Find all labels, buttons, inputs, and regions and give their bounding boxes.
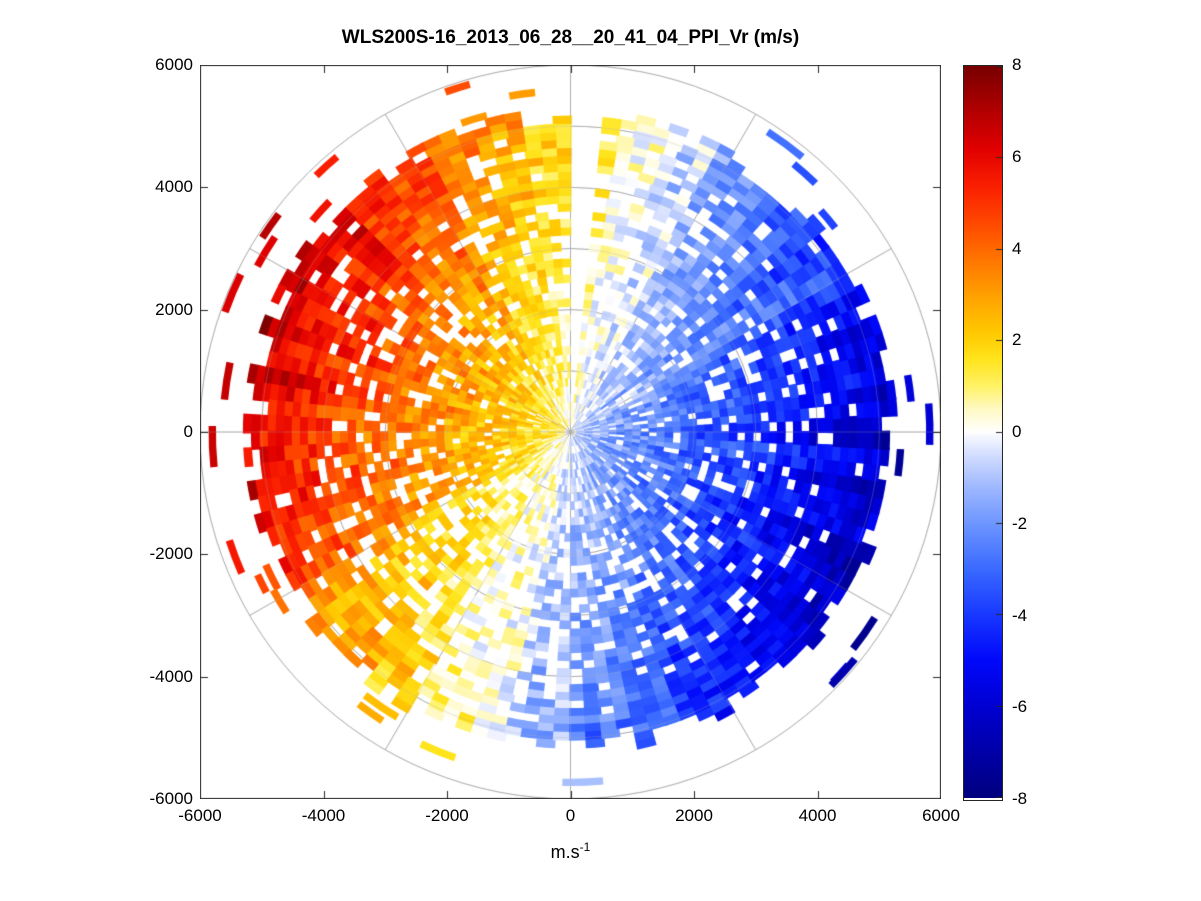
y-tick-label: 6000 xyxy=(155,55,193,74)
ppi-heatmap-canvas xyxy=(200,65,941,799)
y-tick-label: 2000 xyxy=(155,299,193,319)
y-tick-label: 0 xyxy=(183,422,193,441)
chart-title: WLS200S-16_2013_06_28__20_41_04_PPI_Vr (… xyxy=(341,27,800,48)
colorbar-tick-label: 8 xyxy=(1012,55,1022,74)
y-tick-label: -4000 xyxy=(149,666,193,686)
x-axis-label-exponent: -1 xyxy=(579,840,591,854)
colorbar-tick-label: -4 xyxy=(1012,605,1028,625)
x-tick-label: -4000 xyxy=(301,806,346,825)
x-tick-label: 2000 xyxy=(675,806,713,825)
x-tick-label: 4000 xyxy=(798,806,837,825)
x-tick-label: 6000 xyxy=(922,806,960,825)
colorbar-tick-label: -2 xyxy=(1012,513,1028,533)
x-axis-label: m.s-1 xyxy=(200,840,941,863)
y-tick-label: 4000 xyxy=(155,177,193,197)
colorbar-gradient-canvas xyxy=(964,66,1002,798)
x-tick-label: -2000 xyxy=(425,806,469,825)
colorbar-tick-label: 0 xyxy=(1012,422,1022,441)
ppi-plot-area xyxy=(200,65,941,799)
colorbar-tick-label: -8 xyxy=(1012,789,1028,808)
colorbar-tick-label: 6 xyxy=(1012,146,1022,166)
colorbar-tick-label: 4 xyxy=(1012,238,1022,258)
x-tick-label: 0 xyxy=(565,806,576,825)
x-tick-label: -6000 xyxy=(178,806,222,825)
colorbar xyxy=(963,65,1003,801)
y-tick-label: -2000 xyxy=(149,544,193,564)
colorbar-tick-label: 2 xyxy=(1012,330,1022,350)
x-axis-label-base: m.s xyxy=(550,842,580,862)
colorbar-tick-label: -6 xyxy=(1012,697,1028,717)
y-tick-label: -6000 xyxy=(149,789,193,808)
